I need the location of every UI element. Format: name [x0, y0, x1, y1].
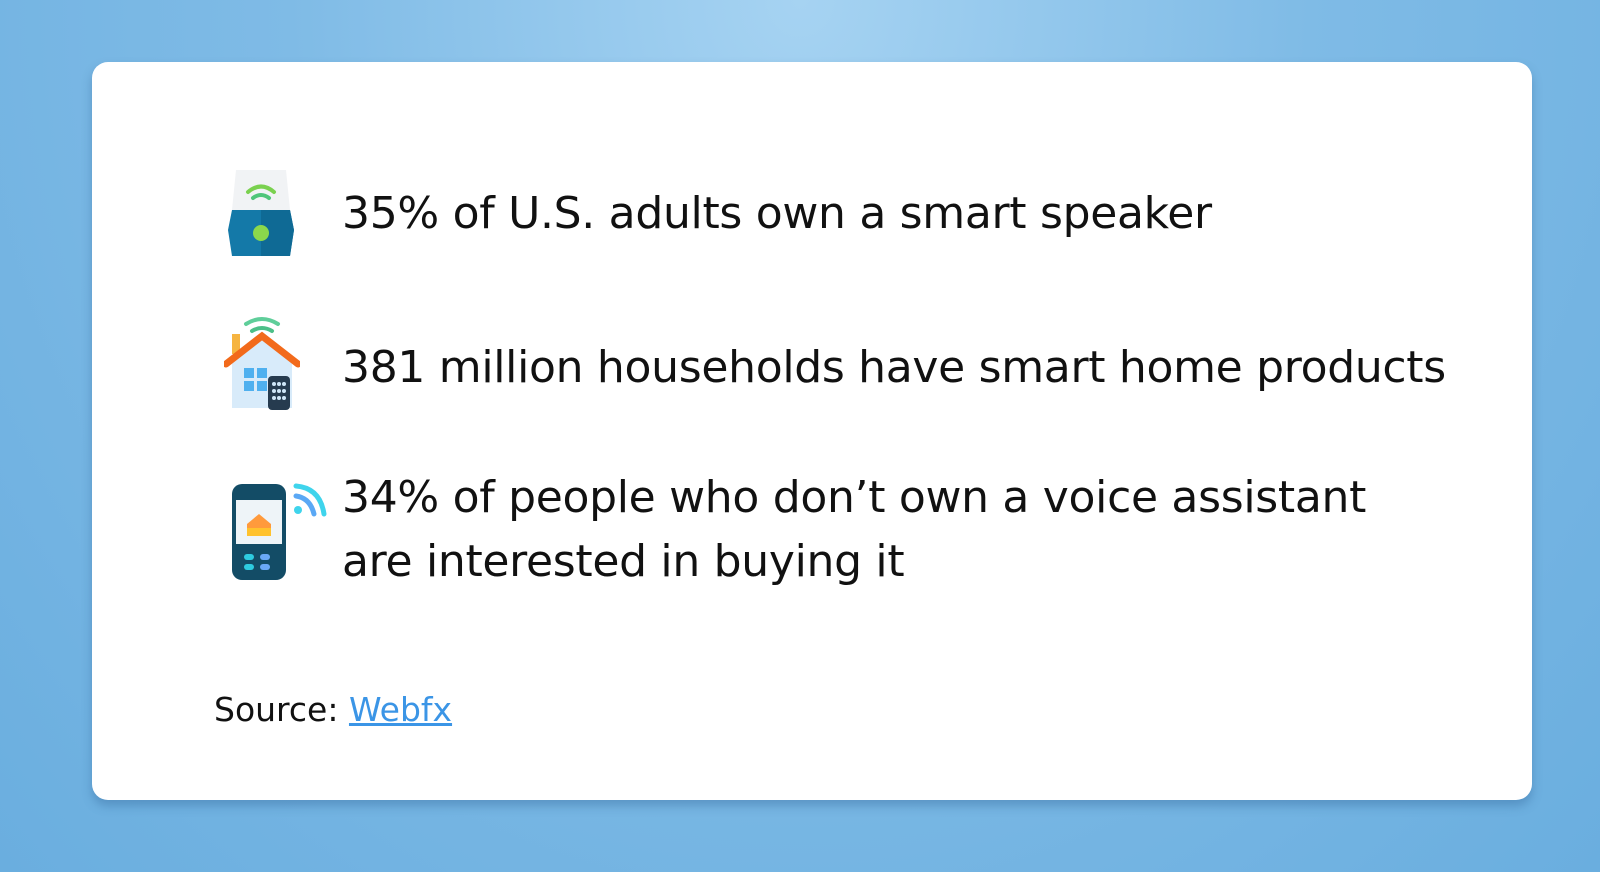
smart-speaker-icon: [228, 170, 294, 256]
source-line: Source: Webfx: [214, 690, 452, 729]
stat-voice-assistant-line2: are interested in buying it: [342, 536, 905, 587]
source-label: Source:: [214, 690, 339, 729]
source-link[interactable]: Webfx: [348, 690, 453, 729]
stat-voice-assistant-line1: 34% of people who don’t own a voice assi…: [342, 472, 1367, 523]
stats-card: [92, 62, 1532, 800]
smart-remote-icon: [232, 483, 327, 580]
smart-home-icon: [224, 317, 300, 410]
stat-smart-home: 381 million households have smart home p…: [342, 342, 1446, 393]
stat-smart-speaker: 35% of U.S. adults own a smart speaker: [342, 188, 1212, 239]
